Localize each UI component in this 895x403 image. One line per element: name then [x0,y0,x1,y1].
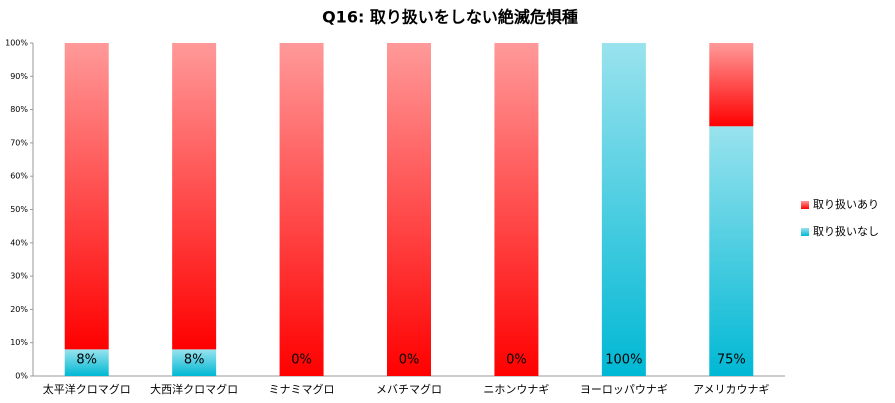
y-tick-label: 70% [10,138,28,147]
data-label: 75% [717,353,746,368]
y-tick-label: 60% [10,172,28,181]
bar-segment [601,43,646,376]
bar-segment [64,349,109,376]
x-tick-label: メバチマグロ [376,382,442,396]
y-tick-label: 50% [10,205,28,214]
x-tick-label: 太平洋クロマグロ [43,382,131,396]
legend-swatch [801,228,809,236]
y-tick-label: 20% [10,305,28,314]
data-label: 0% [399,353,420,368]
bar-segment [709,126,754,376]
data-label: 8% [76,353,97,368]
x-tick-label: ミナミマグロ [269,382,335,396]
legend-swatch [801,201,809,209]
y-tick-label: 0% [15,372,28,381]
legend-label: 取り扱いなし [813,224,879,238]
x-tick-label: ニホンウナギ [483,383,549,396]
y-tick-label: 80% [10,105,28,114]
y-tick-label: 100% [5,39,28,48]
y-tick-label: 90% [10,72,28,81]
data-label: 0% [291,353,312,368]
bar-segment [279,43,324,376]
y-tick-label: 10% [10,338,28,347]
bar-segment [64,43,109,350]
bar-segment [172,349,217,376]
data-label: 0% [506,353,527,368]
chart-title: Q16: 取り扱いをしない絶滅危惧種 [322,8,578,27]
bar-segment [172,43,217,350]
bar-segment [709,43,754,127]
legend-label: 取り扱いあり [813,197,879,211]
y-tick-label: 40% [10,238,28,247]
data-label: 100% [605,353,642,368]
y-tick-label: 30% [10,272,28,281]
data-label: 8% [184,353,205,368]
x-tick-label: 大西洋クロマグロ [150,382,238,396]
x-tick-label: アメリカウナギ [693,383,769,396]
bar-segment [387,43,431,376]
x-tick-label: ヨーロッパウナギ [580,383,668,396]
bar-segment [494,43,539,376]
